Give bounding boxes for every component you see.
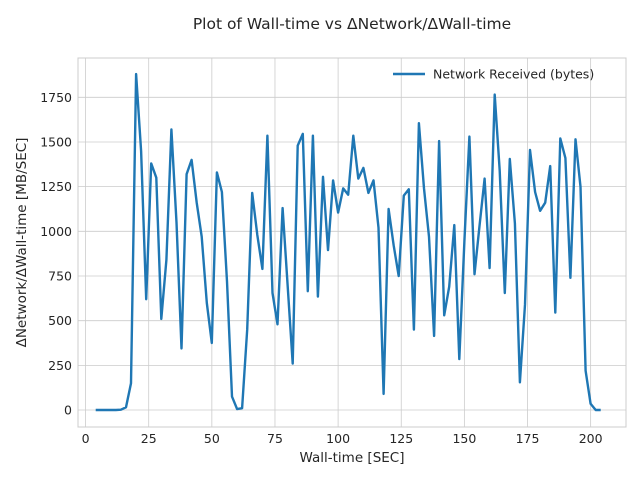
series-layer — [95, 72, 601, 412]
legend-label: Network Received (bytes) — [433, 67, 594, 82]
plot-frame — [77, 57, 627, 428]
plot-area — [78, 58, 626, 427]
x-tick-label: 150 — [452, 431, 476, 446]
y-tick-label: 500 — [48, 313, 72, 328]
y-tick-label: 1500 — [40, 134, 72, 149]
x-tick-label: 100 — [326, 431, 350, 446]
y-tick-label: 750 — [48, 269, 72, 284]
y-tick-label: 1750 — [40, 90, 72, 105]
tick-labels: 0 25 50 75 100 125 150 175 200 0 250 500 750 1000 1250… — [40, 90, 602, 446]
y-tick-label: 1250 — [40, 179, 72, 194]
y-axis-label: ΔNetwork/ΔWall-time [MB/SEC] — [14, 138, 30, 348]
y-tick-label: 250 — [48, 358, 72, 373]
x-axis-label: Wall-time [SEC] — [300, 450, 405, 466]
chart-title: Plot of Wall-time vs ΔNetwork/ΔWall-time — [193, 15, 511, 33]
x-tick-label: 0 — [82, 431, 90, 446]
x-tick-label: 175 — [516, 431, 540, 446]
x-tick-label: 200 — [579, 431, 603, 446]
legend: Network Received (bytes) — [393, 67, 594, 82]
grid-lines — [77, 57, 627, 428]
x-tick-label: 50 — [204, 431, 220, 446]
x-tick-label: 125 — [389, 431, 413, 446]
x-tick-label: 25 — [141, 431, 157, 446]
series-line — [95, 72, 601, 412]
y-tick-label: 0 — [64, 403, 72, 418]
y-tick-label: 1000 — [40, 224, 72, 239]
x-tick-label: 75 — [267, 431, 283, 446]
